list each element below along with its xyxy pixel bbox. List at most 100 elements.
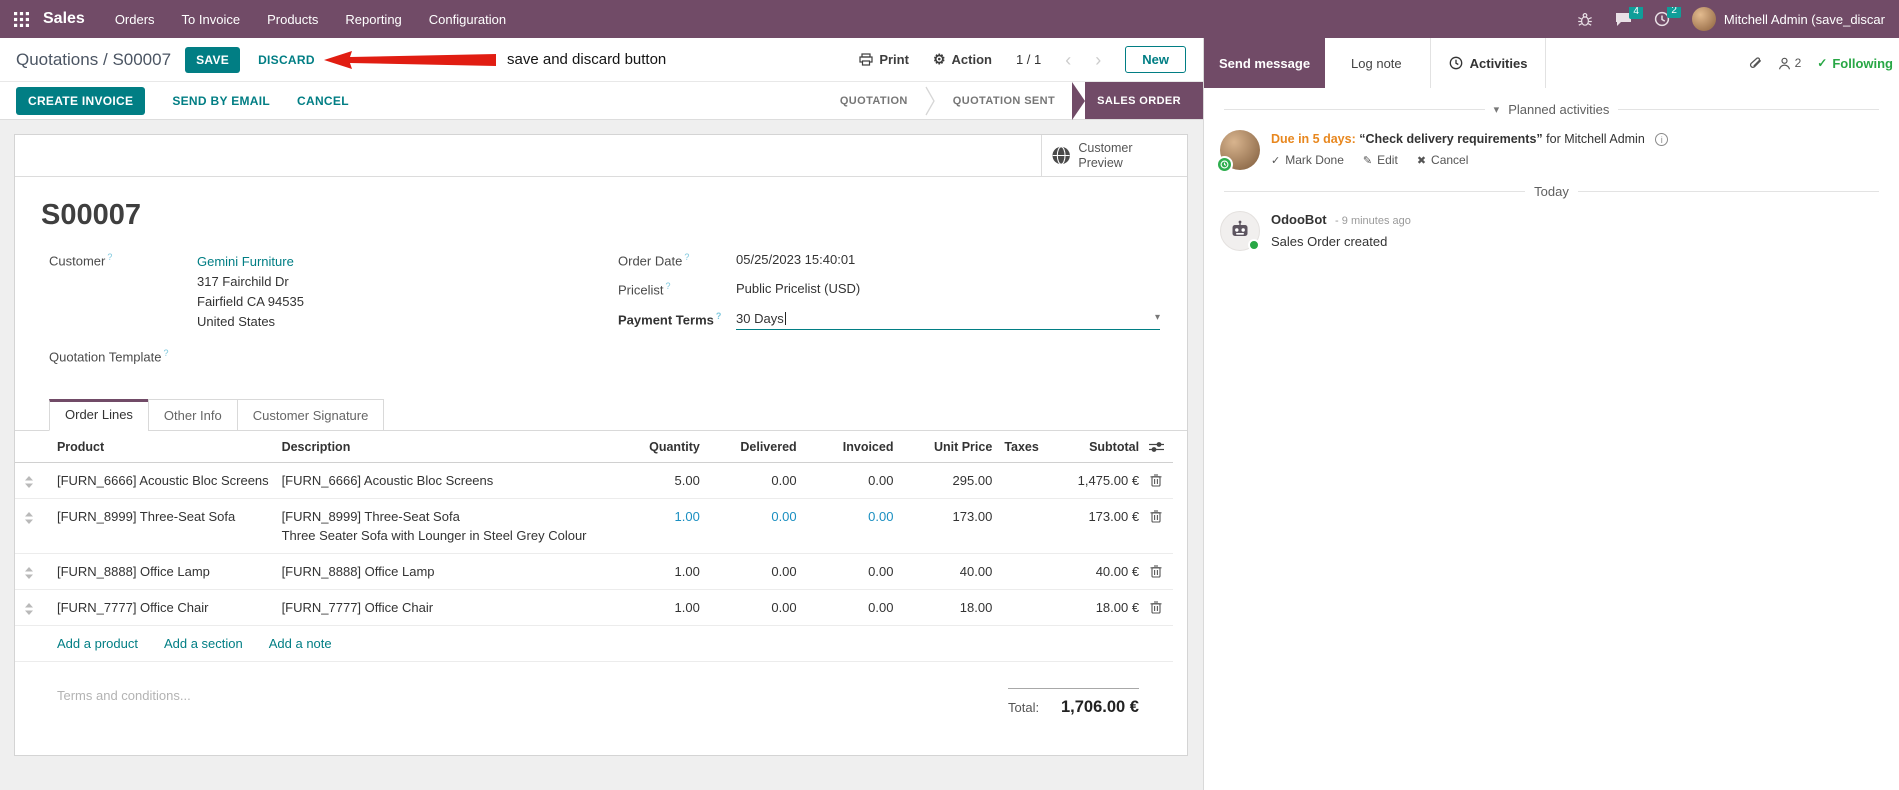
customer-value: Gemini Furniture 317 Fairchild Dr Fairfi… — [197, 252, 304, 332]
cell-product[interactable]: [FURN_6666] Acoustic Bloc Screens — [56, 473, 269, 489]
cancel-activity-button[interactable]: ✖ Cancel — [1416, 153, 1469, 168]
drag-handle-icon[interactable] — [24, 512, 33, 525]
customer-link[interactable]: Gemini Furniture — [197, 254, 294, 269]
delete-icon[interactable] — [1150, 565, 1162, 578]
cell-quantity[interactable]: 1.00 — [674, 509, 700, 525]
menu-configuration[interactable]: Configuration — [428, 11, 507, 27]
cell-description[interactable]: [FURN_8999] Three-Seat Sofa Three Seater… — [281, 509, 587, 544]
status-step-sales-order[interactable]: SALES ORDER — [1085, 82, 1203, 119]
top-navbar: Sales Orders To Invoice Products Reporti… — [0, 0, 1899, 38]
followers-button[interactable]: 2 — [1778, 56, 1801, 70]
add-note-link[interactable]: Add a note — [268, 636, 332, 652]
status-step-quotation[interactable]: QUOTATION — [839, 94, 908, 107]
cell-product[interactable]: [FURN_8888] Office Lamp — [56, 564, 210, 580]
create-invoice-button[interactable]: CREATE INVOICE — [16, 86, 146, 115]
tab-order-lines[interactable]: Order Lines — [49, 399, 149, 432]
cell-description[interactable]: [FURN_7777] Office Chair — [281, 600, 434, 616]
cell-delivered[interactable]: 0.00 — [771, 473, 797, 489]
user-menu[interactable]: Mitchell Admin (save_discar — [1691, 7, 1885, 31]
cell-product[interactable]: [FURN_8999] Three-Seat Sofa — [56, 509, 236, 525]
action-button[interactable]: ⚙ Action — [932, 51, 992, 67]
chatter-panel: Send message Log note Activities 2 ✓ Fol… — [1204, 38, 1899, 790]
planned-activities-divider: ▾ Planned activities — [1204, 102, 1899, 117]
breadcrumb-quotations[interactable]: Quotations — [16, 49, 99, 69]
tab-other-info[interactable]: Other Info — [147, 399, 238, 432]
bug-icon[interactable] — [1577, 12, 1593, 27]
edit-activity-button[interactable]: ✎ Edit — [1362, 153, 1398, 168]
drag-handle-icon[interactable] — [24, 567, 33, 580]
app-name[interactable]: Sales — [43, 10, 85, 27]
cell-product[interactable]: [FURN_7777] Office Chair — [56, 600, 209, 616]
cell-delivered[interactable]: 0.00 — [771, 564, 797, 580]
collapse-caret-icon[interactable]: ▾ — [1493, 104, 1500, 116]
order-lines-table: Product Description Quantity Delivered I… — [15, 431, 1187, 663]
cell-quantity[interactable]: 1.00 — [674, 600, 700, 616]
cell-invoiced[interactable]: 0.00 — [868, 473, 894, 489]
activities-button[interactable]: Activities — [1429, 38, 1547, 88]
cell-unit-price[interactable]: 173.00 — [952, 509, 993, 525]
drag-handle-icon[interactable] — [24, 603, 33, 616]
customer-preview-button[interactable]: Customer Preview — [1041, 135, 1187, 176]
terms-and-conditions-field[interactable]: Terms and conditions... — [57, 688, 191, 704]
statusbar: QUOTATION QUOTATION SENT SALES ORDER — [823, 81, 1203, 120]
attachment-icon[interactable] — [1748, 56, 1762, 70]
cell-unit-price[interactable]: 18.00 — [959, 600, 993, 616]
record-actions: CREATE INVOICE SEND BY EMAIL CANCEL — [0, 82, 349, 119]
save-button[interactable]: SAVE — [185, 46, 241, 73]
status-arrow-icon — [1072, 81, 1086, 120]
delete-icon[interactable] — [1150, 510, 1162, 523]
pricelist-field[interactable]: Public Pricelist (USD) — [736, 281, 861, 297]
menu-products[interactable]: Products — [267, 11, 319, 27]
apps-icon[interactable] — [14, 11, 29, 27]
info-icon[interactable]: i — [1655, 133, 1669, 147]
new-button[interactable]: New — [1125, 46, 1186, 73]
payment-terms-field[interactable]: 30 Days ▾ — [736, 311, 1160, 330]
quotation-template-label: Quotation Template? — [49, 348, 169, 365]
cell-subtotal: 1,475.00 € — [1077, 473, 1140, 489]
activity-assignee: for Mitchell Admin — [1546, 132, 1645, 146]
following-button[interactable]: ✓ Following — [1817, 55, 1893, 71]
order-date-field[interactable]: 05/25/2023 15:40:01 — [736, 252, 856, 267]
planned-activities-label[interactable]: Planned activities — [1508, 102, 1610, 117]
cell-invoiced[interactable]: 0.00 — [868, 509, 894, 525]
cell-unit-price[interactable]: 40.00 — [959, 564, 993, 580]
add-section-link[interactable]: Add a section — [163, 636, 243, 652]
col-subtotal: Subtotal — [1089, 440, 1140, 455]
cell-delivered[interactable]: 0.00 — [771, 600, 797, 616]
delete-icon[interactable] — [1150, 601, 1162, 614]
chevron-separator-icon — [925, 86, 935, 115]
cell-description[interactable]: [FURN_8888] Office Lamp — [281, 564, 435, 580]
cell-unit-price[interactable]: 295.00 — [952, 473, 993, 489]
add-product-link[interactable]: Add a product — [57, 636, 138, 652]
drag-handle-icon[interactable] — [24, 476, 33, 489]
annotation-text: save and discard button — [507, 51, 667, 68]
delete-icon[interactable] — [1150, 474, 1162, 487]
menu-orders[interactable]: Orders — [114, 11, 155, 27]
cell-invoiced[interactable]: 0.00 — [868, 564, 894, 580]
send-by-email-button[interactable]: SEND BY EMAIL — [172, 93, 271, 108]
tab-customer-signature[interactable]: Customer Signature — [236, 399, 385, 432]
log-note-button[interactable]: Log note — [1337, 38, 1416, 88]
activities-clock-icon[interactable]: 2 — [1654, 7, 1681, 27]
send-message-button[interactable]: Send message — [1204, 38, 1326, 88]
cell-invoiced[interactable]: 0.00 — [868, 600, 894, 616]
discard-button[interactable]: DISCARD — [258, 52, 315, 67]
messages-icon[interactable]: 4 — [1615, 7, 1643, 27]
customer-city: Fairfield CA 94535 — [197, 294, 304, 309]
today-divider: Today — [1204, 184, 1899, 199]
status-step-quotation-sent[interactable]: QUOTATION SENT — [952, 94, 1056, 107]
cell-quantity[interactable]: 5.00 — [674, 473, 700, 489]
cell-delivered[interactable]: 0.00 — [771, 509, 797, 525]
message-author[interactable]: OdooBot — [1271, 212, 1327, 227]
pager-next-icon[interactable]: › — [1095, 49, 1102, 70]
print-button[interactable]: Print — [859, 52, 909, 67]
menu-reporting[interactable]: Reporting — [345, 11, 402, 27]
menu-to-invoice[interactable]: To Invoice — [181, 11, 241, 27]
cell-description[interactable]: [FURN_6666] Acoustic Bloc Screens — [281, 473, 494, 489]
dropdown-caret-icon[interactable]: ▾ — [1154, 312, 1160, 324]
cancel-button[interactable]: CANCEL — [297, 93, 349, 108]
mark-done-button[interactable]: ✓ Mark Done — [1271, 153, 1344, 168]
cell-quantity[interactable]: 1.00 — [674, 564, 700, 580]
optional-columns-icon[interactable] — [1148, 441, 1164, 454]
pager-previous-icon[interactable]: ‹ — [1065, 49, 1072, 70]
